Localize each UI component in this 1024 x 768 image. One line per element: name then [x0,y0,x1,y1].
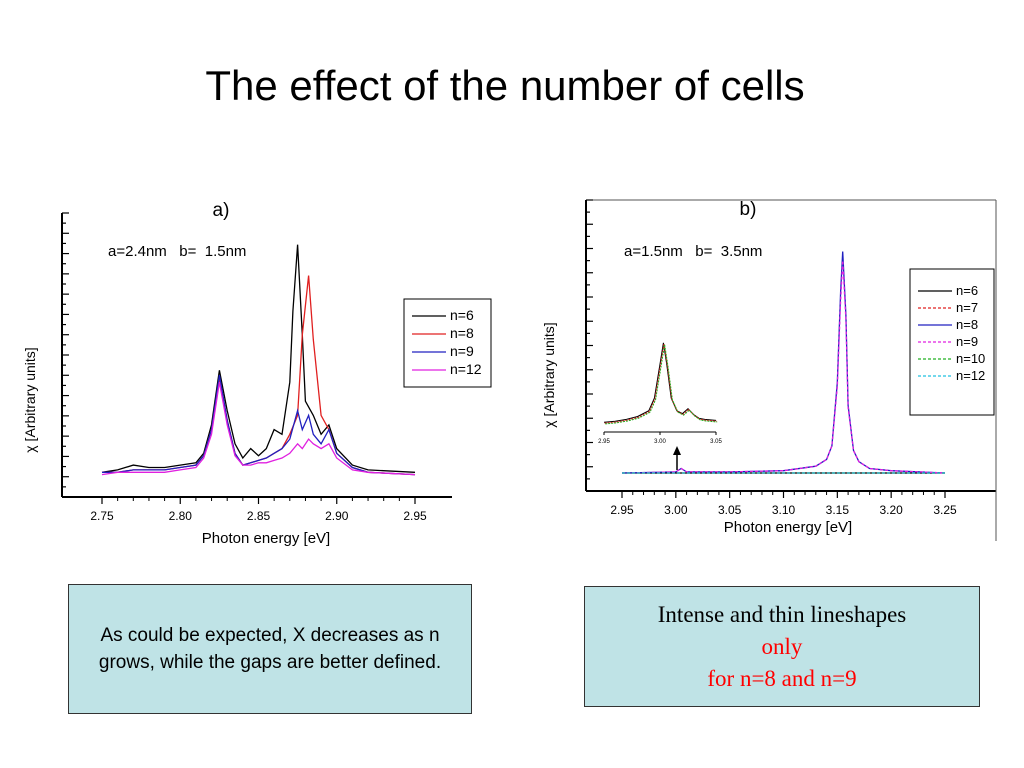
legend-label-n-8: n=8 [450,325,474,341]
x-tick-label-b: 3.05 [718,503,742,517]
legend-a: n=6 n=8 n=9 n=12 [403,298,492,388]
x-tick-label-a: 2.90 [325,509,349,523]
legend-label-n-6: n=6 [956,283,978,298]
x-tick-labels-b: 2.95 3.00 3.05 3.10 3.15 3.20 3.25 [610,491,957,517]
legend-label-n-10: n=10 [956,351,985,366]
series-line-n-6 [101,244,416,473]
legend-label-n-7: n=7 [956,300,978,315]
x-tick-label-b: 3.10 [772,503,796,517]
inset-series-line [603,342,717,423]
x-tick-labels-a: 2.75 2.80 2.85 2.90 2.95 [90,497,427,523]
x-tick-label-b: 3.20 [879,503,903,517]
series-group-b [621,251,946,474]
series-line-n-8 [102,275,416,476]
note-right-line-2: only [761,633,803,659]
x-tick-label-b: 3.25 [933,503,957,517]
inset-x-tick-label: 3.05 [710,439,722,445]
note-right-line-3: for n=8 and n=9 [707,665,857,691]
legend-b: n=6 n=7 n=8 n=9 n=10 n=12 [909,268,995,416]
annotation-b: a=1.5nm b= 3.5nm [624,243,762,260]
series-line-n-8 [621,251,946,474]
series-line-n-9 [621,260,946,474]
y-axis-label-b: χ [Arbitrary units] [541,322,557,427]
x-tick-label-b: 3.00 [664,503,688,517]
inset-arrow-head [673,446,681,455]
series-group-a [101,244,416,476]
x-tick-label-b: 3.15 [826,503,850,517]
y-axis-a [61,212,452,498]
slide-title: The effect of the number of cells [205,62,805,109]
x-tick-label-a: 2.85 [247,509,271,523]
inset-b: 2.95 3.00 3.05 [598,342,722,470]
legend-box-a [403,298,492,388]
x-tick-label-a: 2.80 [169,509,193,523]
legend-label-n-9: n=9 [450,343,474,359]
x-tick-label-a: 2.95 [403,509,427,523]
x-axis-label-b: Photon energy [eV] [724,519,852,536]
panel-label-b: b) [740,199,757,220]
note-left-text: As could be expected, X decreases as n g… [98,625,442,673]
series-line-n-9 [102,374,416,476]
legend-label-n-8: n=8 [956,317,978,332]
legend-label-n-12: n=12 [450,361,482,377]
legend-label-n-9: n=9 [956,334,978,349]
legend-label-n-12: n=12 [956,368,985,383]
note-right-line-1: Intense and thin lineshapes [657,601,907,627]
chart-b: b) a=1.5nm b= 3.5nm χ [Arbitrary units] … [541,199,997,541]
series-line-n-12 [101,382,416,476]
inset-x-tick-label: 3.00 [654,439,666,445]
x-tick-label-a: 2.75 [90,509,114,523]
legend-label-n-6: n=6 [450,307,474,323]
x-axis-label-a: Photon energy [eV] [202,530,330,547]
panel-label-a: a) [213,200,230,221]
x-tick-label-b: 2.95 [610,503,634,517]
annotation-a: a=2.4nm b= 1.5nm [108,243,246,260]
note-box-left: As could be expected, X decreases as n g… [68,584,472,714]
inset-series-line [605,344,718,425]
note-box-right: Intense and thin lineshapes only for n=8… [584,586,980,707]
y-axis-b [585,199,997,541]
inset-series-line [604,343,717,424]
chart-a: a) a=2.4nm b= 1.5nm χ [Arbitrary units] … [22,200,492,547]
y-axis-label-a: χ [Arbitrary units] [22,347,38,452]
inset-x-tick-label: 2.95 [598,439,610,445]
